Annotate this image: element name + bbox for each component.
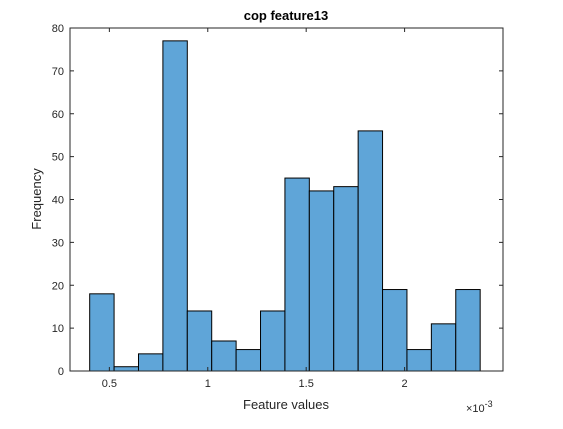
x-tick-label: 0.5 (102, 378, 117, 390)
chart-title: cop feature13 (244, 8, 329, 23)
histogram-bar (357, 130, 384, 372)
y-tick-label: 70 (52, 66, 64, 78)
histogram-bars (89, 40, 481, 372)
histogram-bar (406, 349, 432, 372)
y-tick-label: 40 (52, 195, 64, 207)
histogram-bar (455, 289, 481, 372)
histogram-bar (260, 310, 286, 372)
histogram-bar (162, 40, 188, 372)
histogram-bar (186, 310, 213, 372)
x-tick-label: 2 (402, 378, 408, 390)
y-tick-label: 20 (52, 280, 64, 292)
x-tick-label: 1.5 (299, 378, 314, 390)
x-axis-exponent-power: -3 (485, 399, 493, 409)
y-axis-ticks: 0 10 20 30 40 50 60 70 80 (52, 23, 503, 378)
histogram-bar (113, 366, 139, 372)
x-tick-label: 1 (205, 378, 211, 390)
y-tick-label: 0 (58, 366, 64, 378)
x-axis-exponent-base: ×10 (466, 403, 485, 415)
x-axis-label: Feature values (243, 397, 329, 412)
y-tick-label: 10 (52, 323, 64, 335)
histogram-bar (89, 293, 115, 372)
x-axis-exponent: ×10-3 (466, 399, 493, 415)
x-axis-ticks: 0.5 1 1.5 2 (102, 28, 408, 390)
y-axis-label: Frequency (29, 168, 44, 230)
y-tick-label: 30 (52, 237, 64, 249)
y-tick-label: 50 (52, 152, 64, 164)
y-tick-label: 80 (52, 23, 64, 35)
histogram-bar (211, 340, 237, 372)
y-tick-label: 60 (52, 109, 64, 121)
histogram-bar (333, 186, 359, 372)
histogram-bar (308, 190, 335, 372)
histogram-bar (430, 323, 457, 372)
histogram-bar (235, 349, 262, 372)
histogram-bar (284, 177, 310, 372)
histogram-bar (137, 353, 164, 372)
histogram-bar (382, 289, 408, 372)
